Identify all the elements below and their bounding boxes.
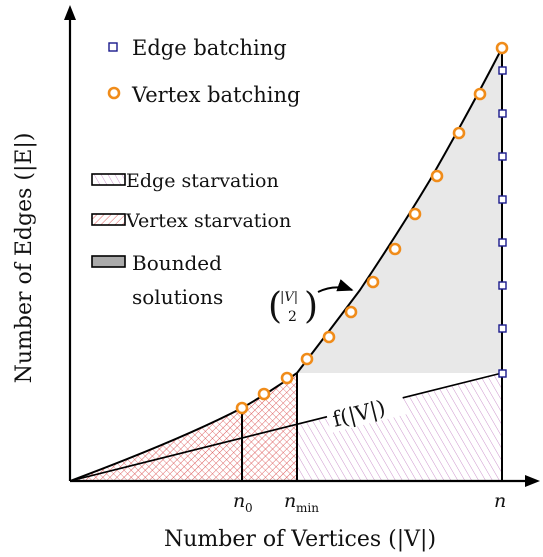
f-line <box>69 372 503 482</box>
legend-vertex-starvation-label: Vertex starvation <box>125 210 291 232</box>
vertex-batching-marker <box>408 207 422 221</box>
binomial-paren-left: ( <box>268 286 282 327</box>
binomial-paren-right: ) <box>304 286 318 327</box>
edge-batching-marker <box>498 195 507 204</box>
legend-bounded-label-line1: Bounded <box>132 251 222 275</box>
edge-batching-marker <box>498 324 507 333</box>
legend-vertex-batching-swatch <box>107 86 121 100</box>
bounded-region <box>297 48 502 373</box>
edge-batching-marker <box>498 238 507 247</box>
vertex-batching-marker <box>473 87 487 101</box>
x-axis-label: Number of Vertices (|V|) <box>164 527 436 552</box>
legend-edge-batching-label: Edge batching <box>132 36 287 60</box>
edge-starvation-region <box>297 373 502 481</box>
legend-vertex-starvation-swatch <box>91 213 126 226</box>
binomial-annotation: ( |V| 2 ) <box>268 279 354 327</box>
legend-bounded-swatch <box>91 255 126 268</box>
vertex-batching-marker <box>495 41 509 55</box>
legend: Edge batching Vertex batching Edge starv… <box>91 36 300 309</box>
vertex-batching-marker <box>366 275 380 289</box>
x-axis-arrow <box>525 475 540 487</box>
f-label-background <box>324 388 407 433</box>
edge-batching-marker <box>498 66 507 75</box>
binomial-arrow <box>317 279 354 293</box>
tick-n: n <box>494 490 506 512</box>
tick-nmin: n <box>284 490 296 512</box>
vertex-batching-markers <box>235 41 509 415</box>
vertex-batching-marker <box>344 305 358 319</box>
vertex-batching-marker <box>280 371 294 385</box>
edge-batching-marker <box>498 281 507 290</box>
vertex-batching-marker <box>322 330 336 344</box>
legend-edge-batching-swatch <box>108 42 118 52</box>
legend-vertex-batching-label: Vertex batching <box>131 83 300 107</box>
tick-nmin-sub: min <box>296 501 319 515</box>
vertex-batching-marker <box>300 352 314 366</box>
binomial-top: |V| <box>280 290 298 305</box>
vertex-batching-marker <box>452 126 466 140</box>
tick-n0: n <box>233 490 245 512</box>
edge-batching-marker <box>498 152 507 161</box>
vertex-batching-marker <box>430 169 444 183</box>
y-axis-arrow <box>64 5 76 20</box>
tick-n0-sub: 0 <box>245 501 253 515</box>
legend-edge-starvation-label: Edge starvation <box>126 170 279 192</box>
vertex-starvation-crosshatch <box>70 373 297 481</box>
legend-edge-starvation-swatch <box>91 173 126 186</box>
binomial-bottom: 2 <box>288 309 297 325</box>
edge-batching-marker <box>498 369 507 378</box>
vertex-batching-marker <box>235 401 249 415</box>
vertex-batching-marker <box>257 387 271 401</box>
legend-bounded-label-line2: solutions <box>132 285 223 309</box>
edge-batching-markers <box>498 66 507 378</box>
y-axis-label: Number of Edges (|E|) <box>12 133 37 384</box>
vertex-batching-marker <box>388 242 402 256</box>
binomial-curve <box>69 47 503 482</box>
edge-batching-marker <box>498 109 507 118</box>
